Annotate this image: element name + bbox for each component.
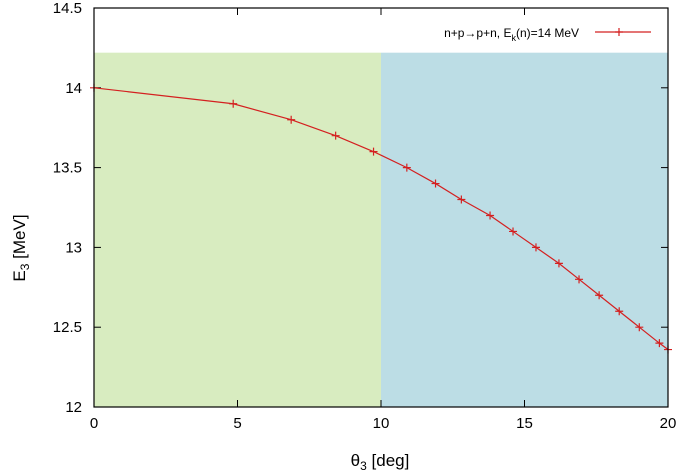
data-point bbox=[595, 291, 604, 300]
legend: n+p→p+n, Ek(n)=14 MeV bbox=[444, 26, 651, 43]
y-tick-label: 12.5 bbox=[53, 319, 82, 336]
x-tick-label: 10 bbox=[373, 415, 390, 432]
series-line bbox=[93, 87, 669, 351]
legend-label: n+p→p+n, Ek(n)=14 MeV bbox=[444, 26, 579, 43]
data-point bbox=[554, 259, 563, 268]
x-tick-label: 20 bbox=[660, 415, 677, 432]
y-tick-label: 14.5 bbox=[53, 0, 82, 17]
data-point bbox=[509, 227, 518, 236]
x-axis-title-main: θ bbox=[351, 451, 360, 470]
y-axis-title-main: E bbox=[10, 270, 29, 281]
legend-label-pre: n+p→p+n, E bbox=[444, 26, 511, 40]
data-point bbox=[229, 99, 238, 108]
x-tick-label: 15 bbox=[516, 415, 533, 432]
shaded-region-1 bbox=[94, 52, 381, 408]
data-point bbox=[287, 115, 296, 124]
data-point bbox=[615, 307, 624, 316]
data-point bbox=[531, 243, 540, 252]
x-axis-title-sub: 3 bbox=[360, 459, 367, 473]
x-axis-title-rest: [deg] bbox=[367, 451, 410, 470]
plot-frame bbox=[93, 7, 669, 408]
legend-marker-sample bbox=[615, 28, 623, 36]
y-tick-label: 14 bbox=[65, 80, 82, 97]
legend-label-post: (n)=14 MeV bbox=[516, 26, 579, 40]
y-axis-title: E3 [MeV] bbox=[10, 214, 32, 281]
shaded-regions bbox=[94, 52, 668, 408]
y-tick-label: 13 bbox=[65, 239, 82, 256]
y-tick-label: 12 bbox=[65, 399, 82, 416]
x-tick-label: 5 bbox=[233, 415, 241, 432]
y-axis-title-sub: 3 bbox=[18, 263, 32, 270]
data-point bbox=[486, 211, 495, 220]
data-point bbox=[331, 131, 340, 140]
shaded-region-2 bbox=[381, 52, 668, 408]
data-point bbox=[575, 275, 584, 284]
data-point bbox=[402, 163, 411, 172]
data-point bbox=[655, 339, 664, 348]
legend-label-sub: k bbox=[511, 33, 516, 43]
x-tick-labels: 0 5 10 15 20 bbox=[90, 415, 677, 432]
x-tick-label: 0 bbox=[90, 415, 98, 432]
data-point bbox=[457, 195, 466, 204]
y-tick-labels: 12 12.5 13 13.5 14 14.5 bbox=[53, 0, 82, 416]
y-tick-label: 13.5 bbox=[53, 160, 82, 177]
y-axis-title-rest: [MeV] bbox=[10, 214, 29, 263]
data-point bbox=[635, 323, 644, 332]
data-point bbox=[431, 179, 440, 188]
x-axis-title: θ3 [deg] bbox=[351, 451, 410, 473]
data-point bbox=[369, 147, 378, 156]
